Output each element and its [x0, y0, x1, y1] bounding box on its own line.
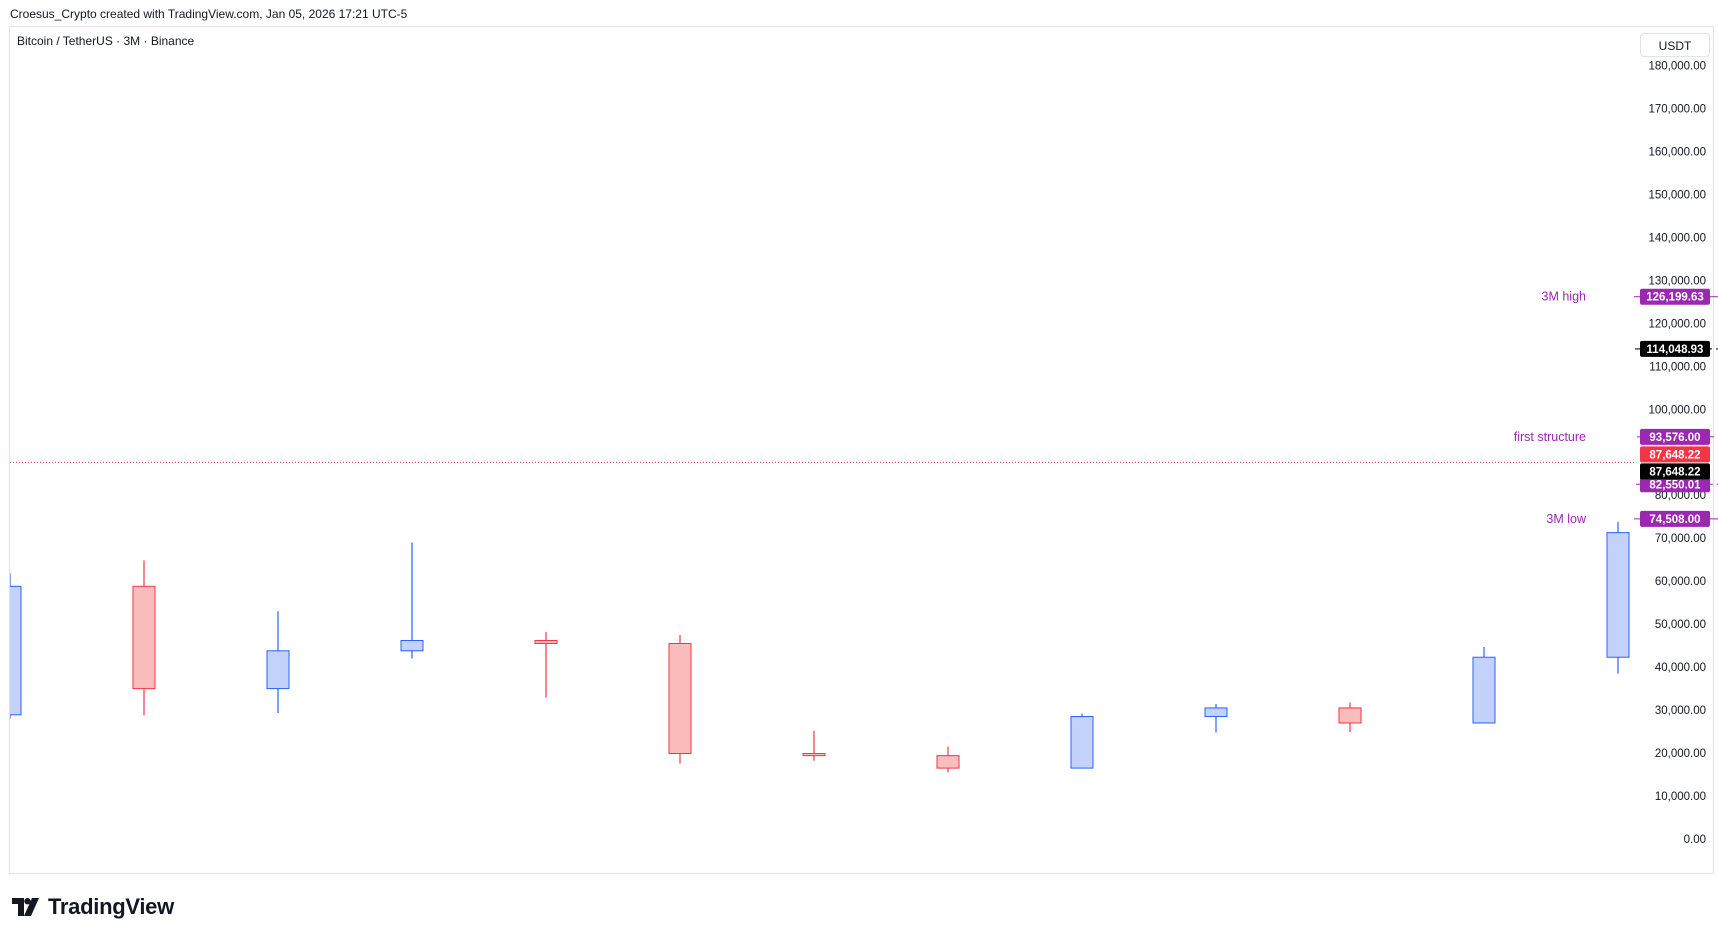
price-badge-first-structure: 93,576.00 — [1649, 432, 1700, 444]
y-tick-label: 150,000.00 — [1648, 189, 1706, 201]
candle-body — [1472, 656, 1496, 724]
candle-2024-q1 — [1606, 521, 1630, 674]
y-tick-label: 0.00 — [1684, 834, 1706, 846]
y-tick-label: 140,000.00 — [1648, 232, 1706, 244]
y-tick-label: 50,000.00 — [1655, 619, 1706, 631]
price-badge-3m-high: 126,199.63 — [1646, 292, 1704, 304]
brand-name: TradingView — [48, 894, 174, 919]
candle-body — [132, 585, 156, 690]
candle-body — [936, 755, 960, 769]
y-tick-label: 100,000.00 — [1648, 404, 1706, 416]
chart-credit: Croesus_Crypto created with TradingView.… — [10, 7, 408, 21]
price-badge-prev-close: 114,048.93 — [1647, 344, 1704, 356]
candle-body — [668, 642, 692, 754]
y-tick-label: 170,000.00 — [1648, 104, 1706, 116]
candle-body — [10, 585, 22, 716]
y-tick-label: 10,000.00 — [1655, 791, 1706, 803]
candle-2021-q4 — [400, 542, 424, 659]
brand-footer: TradingView — [12, 893, 174, 921]
candle-body — [266, 650, 290, 690]
price-badge-3m-low-bg — [1640, 510, 1710, 527]
candle-2023-q3 — [1338, 702, 1362, 733]
y-tick-label: 120,000.00 — [1648, 318, 1706, 330]
level-label-3m-high: 3M high — [1542, 290, 1587, 304]
symbol-title: Bitcoin / TetherUS · 3M · Binance — [17, 34, 195, 48]
y-tick-label: 160,000.00 — [1648, 146, 1706, 158]
candle-2022-q2 — [668, 634, 692, 764]
price-badge-last-red-bg — [1640, 446, 1710, 463]
x-tick-label: Jul — [807, 857, 822, 869]
y-tick-label: 20,000.00 — [1655, 748, 1706, 760]
x-tick-label: Jul — [1343, 857, 1358, 869]
y-tick-label: 70,000.00 — [1655, 533, 1706, 545]
candle-2022-q1 — [534, 631, 558, 698]
candle-2022-q3 — [802, 730, 826, 761]
y-tick-label: 30,000.00 — [1655, 705, 1706, 717]
y-tick-label: 180,000.00 — [1648, 61, 1706, 73]
x-tick-label: 2021 — [0, 857, 23, 869]
x-tick-label: 2024 — [1605, 857, 1631, 869]
price-badge-last: 87,648.22 — [1649, 466, 1700, 478]
candle-body — [802, 752, 826, 757]
y-tick-label: 80,000.00 — [1655, 490, 1706, 502]
price-badge-last-bg — [1640, 463, 1710, 480]
candle-2021-q3 — [266, 611, 290, 714]
currency-button[interactable]: USDT — [1640, 33, 1710, 57]
level-label-3m-low: 3M low — [1546, 512, 1587, 526]
candle-2021-q2 — [132, 560, 156, 716]
price-badge-last-red: 87,648.22 — [1649, 449, 1700, 461]
x-tick-label: 2023 — [1069, 857, 1095, 869]
tradingview-logo-icon — [12, 898, 39, 916]
y-tick-label: 60,000.00 — [1655, 576, 1706, 588]
x-tick-label: 2022 — [533, 857, 559, 869]
candle-2022-q4 — [936, 746, 960, 773]
price-badge-first-structure-bg — [1640, 428, 1710, 445]
price-badge-lower-structure-bg — [1640, 476, 1710, 493]
candle-body — [1070, 716, 1094, 769]
chart-frame — [9, 26, 1714, 874]
y-tick-label: 110,000.00 — [1649, 361, 1706, 373]
price-badge-prev-close-bg — [1640, 340, 1710, 357]
price-badge-lower-structure: 82,550.01 — [1649, 479, 1701, 491]
candle-2021-q1 — [10, 573, 22, 719]
price-badge-3m-low: 74,508.00 — [1649, 514, 1700, 526]
level-label-first-structure: first structure — [1514, 430, 1586, 444]
candle-body — [1204, 707, 1228, 718]
price-badge-3m-high-bg — [1640, 288, 1710, 305]
candle-body — [534, 639, 558, 644]
candle-body — [1606, 532, 1630, 658]
y-tick-label: 130,000.00 — [1648, 275, 1706, 287]
candle-body — [400, 639, 424, 652]
candle-2023-q2 — [1204, 704, 1228, 733]
candle-body — [1338, 707, 1362, 724]
candle-2023-q4 — [1472, 646, 1496, 724]
y-tick-label: 40,000.00 — [1655, 662, 1706, 674]
candle-2023-q1 — [1070, 713, 1094, 769]
x-tick-label: Jul — [271, 857, 286, 869]
